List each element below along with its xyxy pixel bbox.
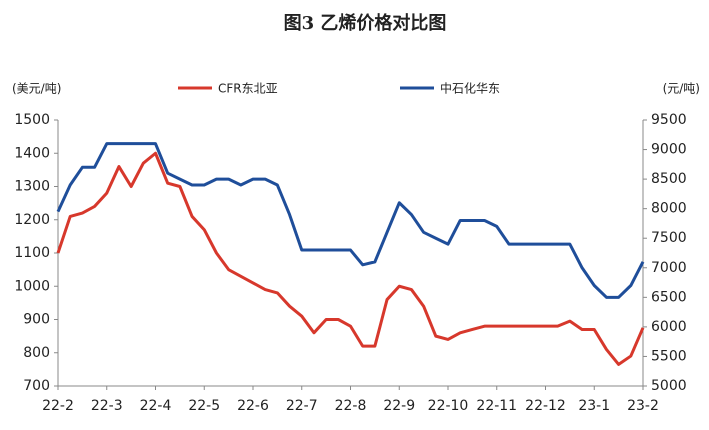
x-tick-label: 22-6 bbox=[237, 398, 269, 414]
y2-tick-label: 6000 bbox=[651, 319, 687, 335]
x-tick-label: 22-11 bbox=[476, 398, 517, 414]
y-tick-label: 1500 bbox=[14, 112, 50, 128]
x-tick-label: 22-3 bbox=[91, 398, 123, 414]
x-tick-label: 23-1 bbox=[578, 398, 610, 414]
y2-tick-label: 5000 bbox=[651, 378, 687, 394]
series-line bbox=[56, 142, 645, 299]
y2-tick-label: 7000 bbox=[651, 260, 687, 276]
y-tick-label: 1400 bbox=[14, 145, 50, 161]
x-tick-label: 22-12 bbox=[525, 398, 566, 414]
x-tick-label: 22-9 bbox=[383, 398, 415, 414]
y2-tick-label: 9500 bbox=[651, 112, 687, 128]
x-tick-label: 22-5 bbox=[188, 398, 220, 414]
y-tick-label: 1100 bbox=[14, 245, 50, 261]
y2-tick-label: 6500 bbox=[651, 289, 687, 305]
chart-title: 图3 乙烯价格对比图 bbox=[284, 12, 447, 34]
x-tick-label: 22-2 bbox=[42, 398, 74, 414]
x-tick-label: 22-10 bbox=[428, 398, 469, 414]
x-tick-label: 22-4 bbox=[140, 398, 172, 414]
y2-tick-label: 9000 bbox=[651, 142, 687, 158]
y2-tick-label: 7500 bbox=[651, 230, 687, 246]
y-tick-label: 800 bbox=[23, 345, 50, 361]
y-tick-label: 1300 bbox=[14, 179, 50, 195]
x-tick-label: 22-7 bbox=[286, 398, 318, 414]
y2-tick-label: 8000 bbox=[651, 201, 687, 217]
legend-label: 中石化华东 bbox=[440, 81, 500, 96]
y-tick-label: 1000 bbox=[14, 278, 50, 294]
x-tick-label: 23-2 bbox=[627, 398, 659, 414]
series-line bbox=[56, 151, 645, 366]
y-axis-label: (美元/吨) bbox=[12, 82, 61, 96]
y2-tick-label: 8500 bbox=[651, 171, 687, 187]
legend-label: CFR东北亚 bbox=[218, 82, 278, 96]
y-tick-label: 700 bbox=[23, 378, 50, 394]
y-tick-label: 900 bbox=[23, 312, 50, 328]
y2-tick-label: 5500 bbox=[651, 348, 687, 364]
x-tick-label: 22-8 bbox=[335, 398, 367, 414]
y-tick-label: 1200 bbox=[14, 212, 50, 228]
y2-axis-label: (元/吨) bbox=[663, 82, 700, 96]
